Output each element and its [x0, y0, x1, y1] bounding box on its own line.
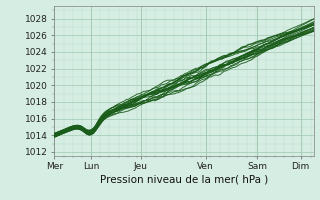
- X-axis label: Pression niveau de la mer( hPa ): Pression niveau de la mer( hPa ): [100, 174, 268, 184]
